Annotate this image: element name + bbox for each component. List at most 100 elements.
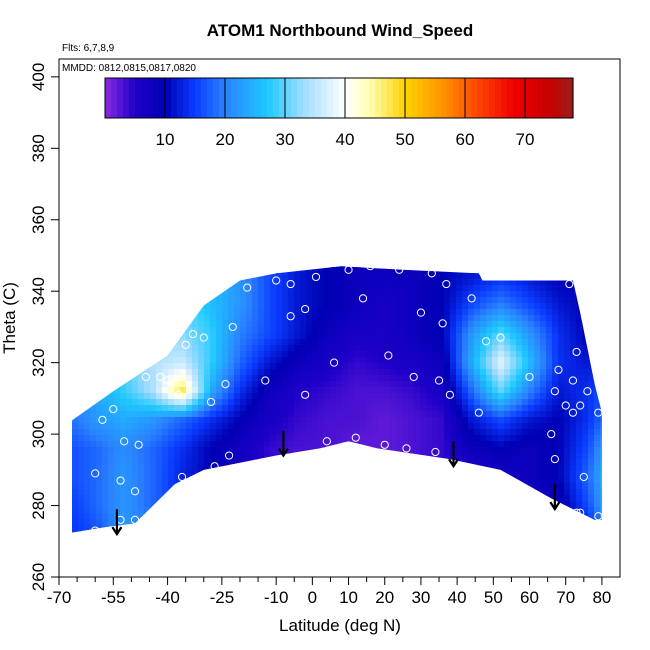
colorbar-tick-label: 60 [456, 130, 475, 149]
x-tick-label: 0 [308, 588, 317, 607]
colorbar-swatch [513, 78, 520, 118]
colorbar-swatch [231, 78, 238, 118]
colorbar-swatch [183, 78, 190, 118]
observation-point [358, 294, 368, 303]
colorbar-swatch [327, 78, 334, 118]
observation-point [416, 308, 426, 317]
x-tick-label: 10 [339, 588, 358, 607]
observation-point [141, 372, 150, 382]
observation-point [210, 462, 219, 471]
observation-point [286, 312, 295, 321]
observation-point [188, 329, 198, 339]
colorbar-swatch [543, 78, 550, 118]
flight-arrow [549, 484, 561, 512]
y-tick-label: 340 [29, 277, 48, 305]
observation-point [62, 440, 71, 449]
flight-direction-arrows [111, 430, 561, 537]
colorbar-swatch [405, 78, 412, 118]
observation-point [572, 347, 581, 357]
x-tick-label: 60 [520, 588, 539, 607]
x-tick-label: -25 [210, 588, 235, 607]
colorbar-swatch [219, 78, 226, 118]
colorbar-swatch [285, 78, 292, 118]
colorbar-swatch [477, 78, 484, 118]
colorbar-swatch [447, 78, 454, 118]
flight-arrow [448, 441, 459, 469]
y-tick-label: 300 [29, 420, 48, 448]
dates-label: MMDD: 0812,0815,0817,0820 [62, 63, 196, 74]
observation-point [156, 372, 165, 382]
plot-frame [58, 58, 621, 578]
observation-point [116, 476, 125, 485]
colorbar-swatch [267, 78, 274, 118]
colorbar-swatch [561, 78, 568, 118]
observation-point [311, 272, 321, 282]
colorbar-tick-label: 30 [276, 130, 295, 149]
observation-point [261, 376, 270, 385]
colorbar-swatch [357, 78, 364, 118]
observation-point [496, 333, 505, 342]
colorbar-swatch [273, 78, 280, 118]
y-axis: 260 280 300 320 340 360 380 400 [29, 63, 59, 591]
y-tick-label: 400 [29, 63, 48, 91]
colorbar-tick-label: 20 [216, 130, 235, 149]
observation-point [130, 487, 140, 496]
colorbar-swatch [159, 78, 166, 118]
colorbar-swatch [195, 78, 202, 118]
observation-point [91, 469, 100, 478]
colorbar-swatch [333, 78, 340, 118]
observation-point [243, 283, 252, 292]
observation-point [434, 376, 444, 385]
observation-point [427, 269, 436, 278]
colorbar-swatch [129, 78, 136, 118]
observation-point [384, 351, 393, 360]
observation-point [272, 276, 281, 285]
colorbar-swatch [483, 78, 490, 118]
y-tick-label: 320 [29, 348, 48, 376]
colorbar-swatch [501, 78, 508, 118]
observation-point [62, 472, 71, 482]
colorbar-swatch [105, 78, 112, 118]
observation-point [120, 437, 129, 446]
y-tick-label: 380 [29, 134, 48, 162]
colorbar-swatch [321, 78, 328, 118]
colorbar-swatch [471, 78, 478, 118]
colorbar: 10 20 30 40 50 60 70 [104, 77, 574, 149]
observation-point [130, 515, 140, 524]
colorbar-swatch [411, 78, 418, 118]
x-axis: -70 -55 -40 -25 -10 0 10 20 30 40 50 60 70 80 [47, 577, 611, 607]
colorbar-swatch [495, 78, 502, 118]
observation-point [525, 372, 534, 382]
observation-point [301, 390, 310, 399]
colorbar-swatch [339, 78, 346, 118]
colorbar-swatch [459, 78, 466, 118]
colorbar-swatch [135, 78, 142, 118]
colorbar-swatch [153, 78, 160, 118]
colorbar-swatch [429, 78, 436, 118]
colorbar-swatch [441, 78, 448, 118]
observation-point [481, 337, 491, 346]
colorbar-swatch [201, 78, 208, 118]
observation-point [561, 401, 570, 410]
colorbar-swatch [399, 78, 406, 118]
colorbar-swatch [435, 78, 442, 118]
observation-point [221, 379, 230, 389]
observation-point [286, 279, 295, 289]
colorbar-swatch [243, 78, 250, 118]
colorbar-swatch [249, 78, 256, 118]
colorbar-swatch [279, 78, 286, 118]
y-tick-label: 360 [29, 206, 48, 234]
observation-points [62, 262, 603, 535]
observation-point [576, 508, 585, 517]
observation-point [91, 526, 100, 535]
colorbar-swatch [165, 78, 172, 118]
colorbar-swatch [519, 78, 526, 118]
x-tick-label: 50 [484, 588, 503, 607]
colorbar-swatch [225, 78, 232, 118]
colorbar-swatch [315, 78, 322, 118]
colorbar-swatch [117, 78, 124, 118]
colorbar-swatch [537, 78, 544, 118]
observation-point [134, 440, 143, 449]
observation-point [474, 408, 483, 417]
